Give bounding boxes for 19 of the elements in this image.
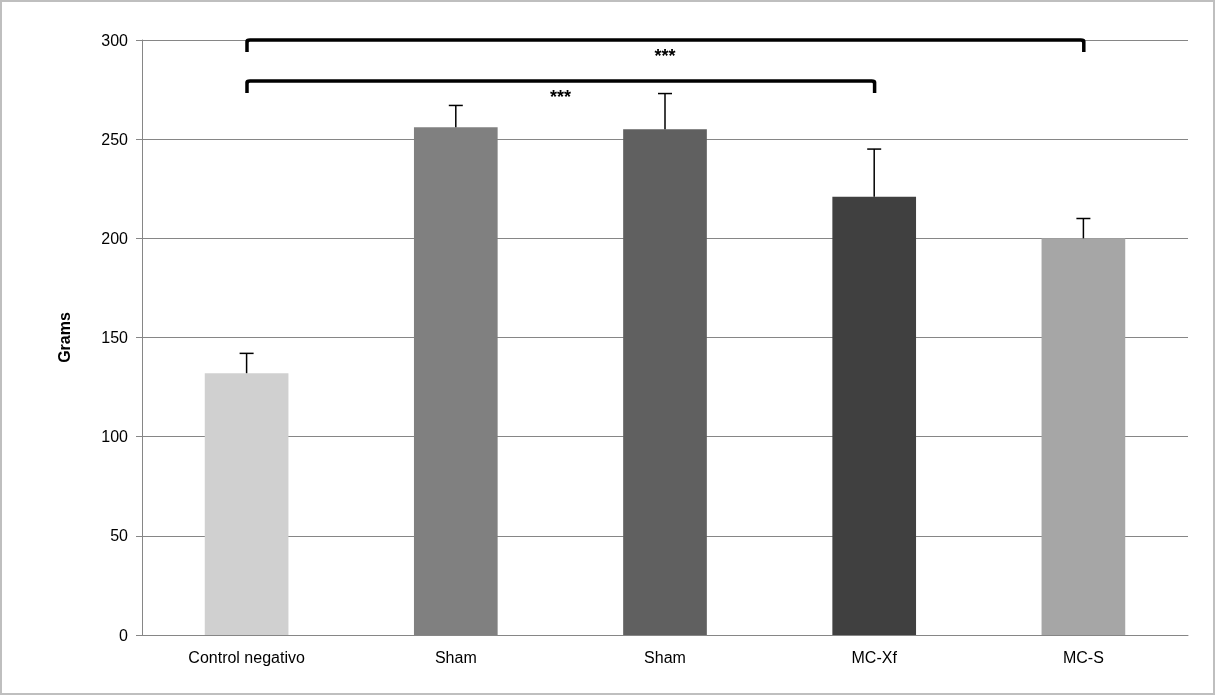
bar: [204, 373, 289, 635]
bar: [623, 129, 707, 635]
y-tick-label: 150: [101, 329, 129, 346]
bar: [832, 196, 917, 635]
y-tick-label: 0: [119, 626, 129, 644]
y-axis-title: Grams: [55, 312, 73, 363]
y-tick-label: 300: [101, 31, 129, 49]
annotation: ***: [549, 87, 571, 107]
x-tick-label: Control negativo: [188, 648, 305, 666]
y-tick-label: 50: [110, 527, 129, 545]
y-tick-label: 250: [101, 130, 129, 148]
y-tick-label: 100: [101, 428, 129, 446]
x-tick-label: Sham: [434, 648, 477, 666]
x-tick-label: MC-S: [1062, 648, 1104, 666]
x-tick-label: Sham: [644, 648, 686, 666]
x-tick-label: MC-Xf: [851, 648, 898, 666]
annotation: ***: [654, 46, 676, 66]
bar: [1041, 238, 1126, 635]
y-tick-label: 200: [101, 229, 129, 247]
